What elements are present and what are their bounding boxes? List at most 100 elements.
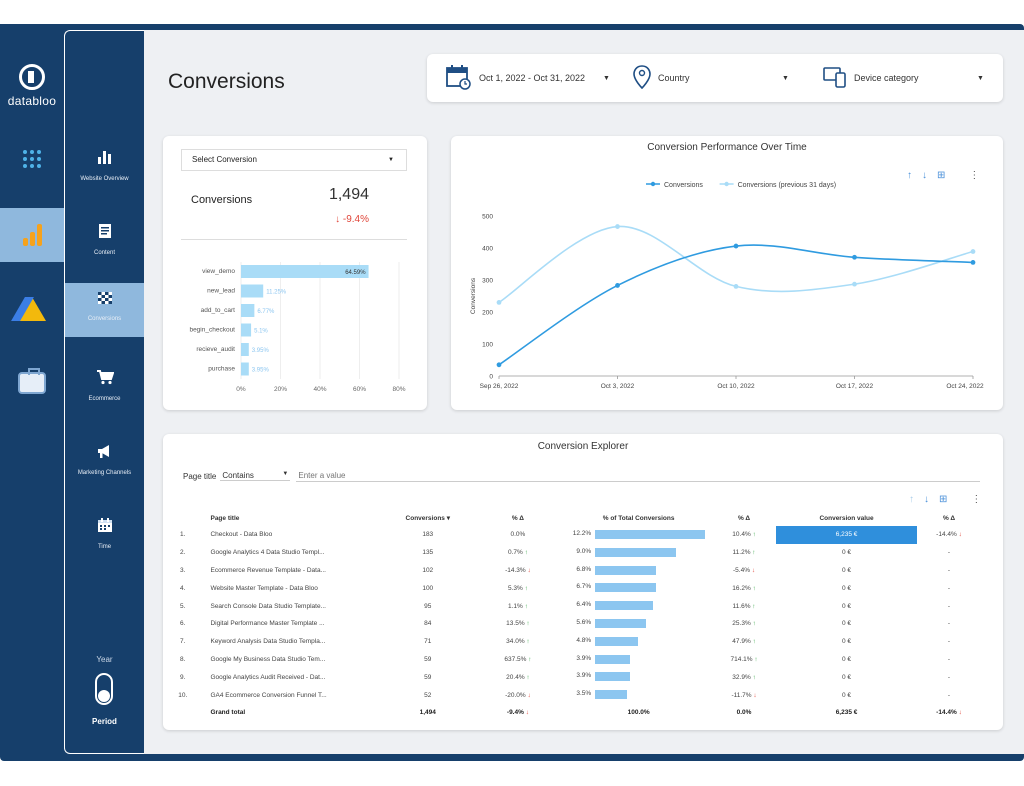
- bar-chart-icon: [65, 149, 144, 170]
- table-row[interactable]: 6. Digital Performance Master Template ..…: [173, 615, 981, 633]
- rail-item-google-ads[interactable]: [0, 282, 64, 336]
- chevron-down-icon: ▼: [282, 471, 289, 477]
- rail-item-apps[interactable]: [0, 132, 64, 186]
- bar[interactable]: [241, 304, 255, 317]
- share-cell: 12.2%: [565, 526, 712, 544]
- share-cell: 5.6%: [565, 615, 712, 633]
- sidebar-item-website-overview[interactable]: Website Overview: [65, 141, 144, 195]
- legend-item[interactable]: Conversions (previous 31 days): [719, 181, 836, 189]
- sidebar-item-label: Content: [93, 250, 115, 256]
- search-console-icon: [18, 368, 46, 394]
- value-delta-cell: -: [947, 655, 951, 663]
- total-conversions: 1,494: [419, 709, 436, 717]
- bar[interactable]: [241, 362, 249, 376]
- share-bar: [595, 654, 631, 664]
- table-row[interactable]: 4. Website Master Template - Data Bloo 100…: [173, 579, 981, 597]
- sidebar-item-content[interactable]: Content: [65, 215, 144, 269]
- data-point[interactable]: [970, 260, 976, 265]
- sidebar-item-conversions[interactable]: Conversions: [65, 283, 144, 337]
- share-delta-cell: -11.7% ↓: [731, 691, 757, 699]
- table-row[interactable]: 5. Search Console Data Studio Template...…: [173, 597, 981, 615]
- sidebar-item-marketing-channels[interactable]: Marketing Channels: [65, 435, 144, 489]
- column-header[interactable]: Page title: [210, 514, 240, 522]
- column-header[interactable]: % Δ: [943, 514, 956, 522]
- sidebar-item-label: Website Overview: [80, 176, 129, 182]
- cart-icon: [65, 369, 144, 390]
- bar[interactable]: [241, 265, 369, 278]
- table-row[interactable]: 1. Checkout - Data Bloo 183 0.0% 12.2% 10.4% …: [173, 526, 981, 544]
- more-options-icon[interactable]: ⋮: [969, 170, 980, 181]
- filter-value-input[interactable]: [296, 470, 981, 482]
- data-point[interactable]: [733, 284, 739, 289]
- filter-operator-select[interactable]: Contains ▼: [220, 471, 291, 481]
- country-filter[interactable]: Country ▼: [632, 54, 792, 102]
- share-delta-cell: 47.9% ↑: [732, 638, 756, 646]
- data-point[interactable]: [852, 254, 857, 260]
- sort-down-icon[interactable]: ↓: [924, 494, 929, 505]
- x-tick-label: Oct 17, 2022: [836, 383, 874, 390]
- column-header[interactable]: % of Total Conversions: [602, 514, 675, 522]
- performance-chart-card: Conversion Performance Over Time ↑ ↓ ⊞ ⋮…: [451, 136, 1003, 410]
- data-point[interactable]: [615, 283, 620, 288]
- data-point[interactable]: [496, 300, 502, 305]
- legend-label: Conversions (previous 31 days): [738, 182, 836, 189]
- share-bar: [595, 601, 653, 611]
- share-bar: [595, 583, 656, 593]
- filter-bar: Oct 1, 2022 - Oct 31, 2022 ▼ Country ▼ D…: [427, 54, 1003, 102]
- rail-item-google-analytics[interactable]: [0, 208, 64, 262]
- date-range-filter[interactable]: Oct 1, 2022 - Oct 31, 2022 ▼: [445, 54, 615, 102]
- value-delta-cell: -: [947, 549, 951, 557]
- conversions-cell: 59: [424, 655, 432, 663]
- x-tick-label: 20%: [274, 386, 287, 393]
- data-point[interactable]: [615, 224, 620, 229]
- y-tick-label: 200: [482, 310, 493, 317]
- chevron-down-icon: ▼: [603, 74, 610, 82]
- data-point[interactable]: [496, 362, 502, 368]
- sort-down-icon[interactable]: ↓: [922, 170, 927, 181]
- sidebar-item-time[interactable]: Time: [65, 509, 144, 563]
- bar[interactable]: [241, 284, 264, 298]
- rail-item-search-console[interactable]: [0, 356, 64, 410]
- more-options-icon[interactable]: ⋮: [971, 494, 982, 505]
- sidebar-item-ecommerce[interactable]: Ecommerce: [65, 361, 144, 415]
- series-line[interactable]: [498, 244, 974, 366]
- sidebar-item-label: Time: [97, 544, 112, 550]
- device-filter[interactable]: Device category ▼: [822, 54, 992, 102]
- column-header[interactable]: % Δ: [511, 514, 524, 522]
- category-label: purchase: [208, 366, 235, 373]
- data-point[interactable]: [733, 243, 739, 249]
- kpi-delta: ↓ -9.4%: [335, 214, 369, 225]
- table-row[interactable]: 7. Keyword Analysis Data Studio Templa...…: [173, 633, 981, 651]
- conversion-value-cell: 0 €: [842, 584, 852, 592]
- table-row[interactable]: 8. Google My Business Data Studio Tem... 5…: [173, 651, 981, 669]
- bar-data-label: 5.1%: [254, 329, 268, 335]
- drill-down-icon[interactable]: ⊞: [939, 494, 948, 505]
- filter-operator-value: Contains: [222, 471, 254, 480]
- share-bar: [595, 547, 677, 557]
- share-cell: 6.7%: [565, 579, 712, 597]
- column-header-sorted[interactable]: Conversions ▾: [405, 515, 450, 522]
- row-index: 5.: [180, 602, 186, 610]
- table-row[interactable]: 10. GA4 Ecommerce Conversion Funnel T... 5…: [173, 686, 981, 704]
- bar[interactable]: [241, 343, 249, 356]
- select-conversion-dropdown[interactable]: Select Conversion ▼: [181, 149, 407, 171]
- period-toggle[interactable]: [95, 673, 113, 705]
- data-point[interactable]: [970, 249, 976, 254]
- share-cell: 3.5%: [565, 686, 712, 704]
- series-line[interactable]: [498, 225, 974, 304]
- databloo-logo-icon: [19, 64, 45, 90]
- table-row[interactable]: 2. Google Analytics 4 Data Studio Templ..…: [173, 544, 981, 562]
- sort-up-icon[interactable]: ↑: [907, 170, 912, 181]
- share-delta-cell: 714.1% ↑: [730, 655, 758, 663]
- data-point[interactable]: [852, 281, 857, 287]
- table-row[interactable]: 9. Google Analytics Audit Received - Dat.…: [173, 668, 981, 686]
- column-header[interactable]: % Δ: [738, 514, 751, 522]
- column-header[interactable]: Conversion value: [819, 514, 874, 522]
- sort-up-icon[interactable]: ↑: [909, 494, 914, 505]
- legend-item[interactable]: Conversions: [646, 181, 703, 189]
- table-row[interactable]: 3. Ecommerce Revenue Template - Data... 10…: [173, 562, 981, 580]
- filter-field-label: Page title: [183, 471, 217, 481]
- drill-down-icon[interactable]: ⊞: [937, 170, 946, 181]
- bar[interactable]: [241, 323, 252, 337]
- apps-grid-icon: [23, 150, 41, 168]
